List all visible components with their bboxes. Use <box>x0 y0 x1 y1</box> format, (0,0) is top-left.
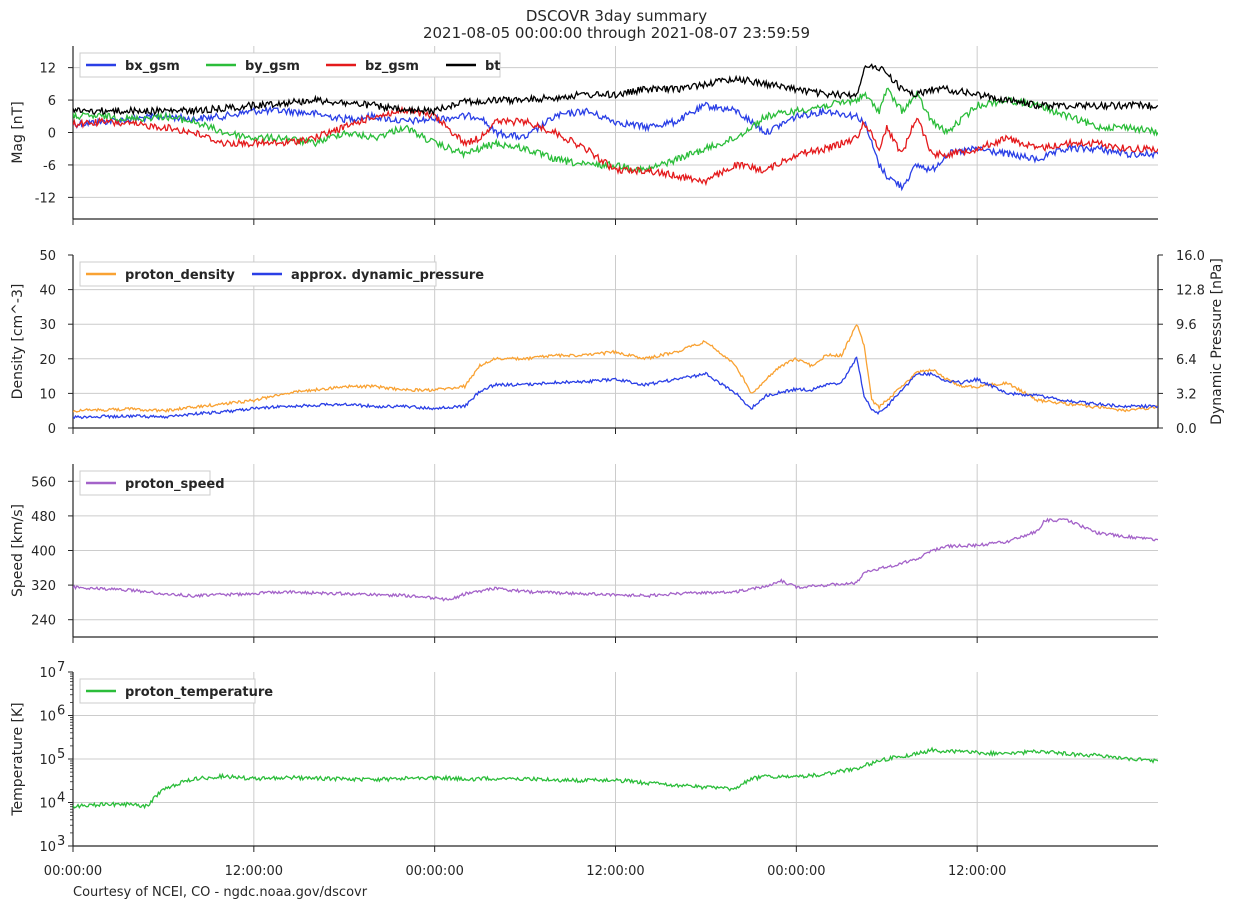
y-tick-label: 10 <box>39 710 56 725</box>
y-tick-label: -12 <box>35 191 56 206</box>
x-tick-label: 00:00:00 <box>767 864 825 879</box>
y-tick-label: 480 <box>31 510 56 525</box>
y-tick-label: 10 <box>39 753 56 768</box>
legend-label: proton_temperature <box>125 685 273 700</box>
y-tick-label: 10 <box>39 797 56 812</box>
y2-tick-label: 3.2 <box>1176 387 1197 402</box>
legend-label: proton_density <box>125 268 235 283</box>
y-tick-exponent: 5 <box>57 747 65 762</box>
x-tick-label: 00:00:00 <box>44 864 102 879</box>
y-tick-label: 10 <box>39 666 56 681</box>
y-tick-exponent: 4 <box>57 791 65 806</box>
x-tick-label: 12:00:00 <box>225 864 283 879</box>
y-tick-label: 10 <box>39 840 56 855</box>
y-tick-label: 0 <box>48 422 56 437</box>
legend-label: bx_gsm <box>125 59 180 74</box>
y2-tick-label: 9.6 <box>1176 318 1197 333</box>
figure-title: DSCOVR 3day summary <box>525 7 708 25</box>
y-tick-exponent: 3 <box>57 834 65 849</box>
series-line-by-gsm <box>73 87 1158 173</box>
figure-subtitle: 2021-08-05 00:00:00 through 2021-08-07 2… <box>422 24 811 42</box>
y-tick-label: 40 <box>39 284 56 299</box>
legend-label: bz_gsm <box>365 59 419 74</box>
y-tick-label: 20 <box>39 353 56 368</box>
y-tick-label: 6 <box>48 94 56 109</box>
y-tick-label: 0 <box>48 127 56 142</box>
y-tick-label: 30 <box>39 318 56 333</box>
legend-label: approx. dynamic_pressure <box>291 268 484 283</box>
y2-tick-label: 12.8 <box>1176 284 1205 299</box>
y-tick-label: 12 <box>39 62 56 77</box>
y2-axis-label: Dynamic Pressure [nPa] <box>1209 258 1225 425</box>
x-tick-label: 12:00:00 <box>948 864 1006 879</box>
y-tick-exponent: 6 <box>57 704 65 719</box>
credit-text: Courtesy of NCEI, CO - ngdc.noaa.gov/dsc… <box>73 885 368 900</box>
panel-plasma: 0 10 20 30 40 50 0.0 3.2 6.4 9.6 12.8 16.0 Dynamic P… <box>10 249 1225 437</box>
y-axis-label: Temperature [K] <box>10 702 26 816</box>
legend-label: by_gsm <box>245 59 300 74</box>
y-tick-label: 320 <box>31 579 56 594</box>
y-tick-label: 50 <box>39 249 56 264</box>
y-tick-exponent: 7 <box>57 660 65 675</box>
y-axis-label: Density [cm^-3] <box>10 284 26 400</box>
legend-label: proton_speed <box>125 477 225 492</box>
y2-tick-label: 6.4 <box>1176 353 1197 368</box>
y-tick-label: 560 <box>31 475 56 490</box>
series-line-approx-dynamic-pressure <box>73 356 1158 420</box>
legend-box <box>79 52 501 78</box>
series-line-proton-density <box>73 324 1158 413</box>
legend-label: bt <box>485 59 501 74</box>
y-axis-label: Mag [nT] <box>10 101 26 163</box>
series-line-bz-gsm <box>73 105 1158 187</box>
series-line-proton-speed <box>73 517 1158 602</box>
y-tick-label: 400 <box>31 545 56 560</box>
series-line-proton-temperature <box>73 746 1158 810</box>
y2-tick-label: 16.0 <box>1176 249 1205 264</box>
y-tick-label: 240 <box>31 614 56 629</box>
y-axis-label: Speed [km/s] <box>10 504 26 597</box>
y-tick-label: 10 <box>39 387 56 402</box>
panel-mag: -12 -6 0 6 12 Mag [nT] bx_gsm by_gsm bz_gsm bt <box>10 46 1158 225</box>
y2-tick-label: 0.0 <box>1176 422 1197 437</box>
y-tick-label: -6 <box>43 159 56 174</box>
x-tick-label: 00:00:00 <box>405 864 463 879</box>
x-tick-label: 12:00:00 <box>586 864 644 879</box>
panel-speed: 240 320 400 480 560 Speed [km/s] proton_speed <box>10 464 1158 643</box>
series-line-bt <box>73 63 1158 117</box>
